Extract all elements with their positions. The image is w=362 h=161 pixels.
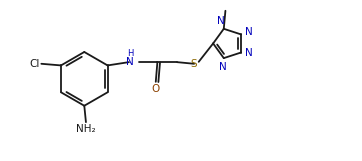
Text: N: N [245,48,253,58]
Text: O: O [151,84,159,95]
Text: N: N [126,57,134,67]
Text: Cl: Cl [30,59,40,69]
Text: NH₂: NH₂ [76,124,96,134]
Text: S: S [191,59,197,69]
Text: N: N [245,27,253,37]
Text: N: N [216,16,224,26]
Text: N: N [219,62,227,72]
Text: H: H [127,49,133,58]
